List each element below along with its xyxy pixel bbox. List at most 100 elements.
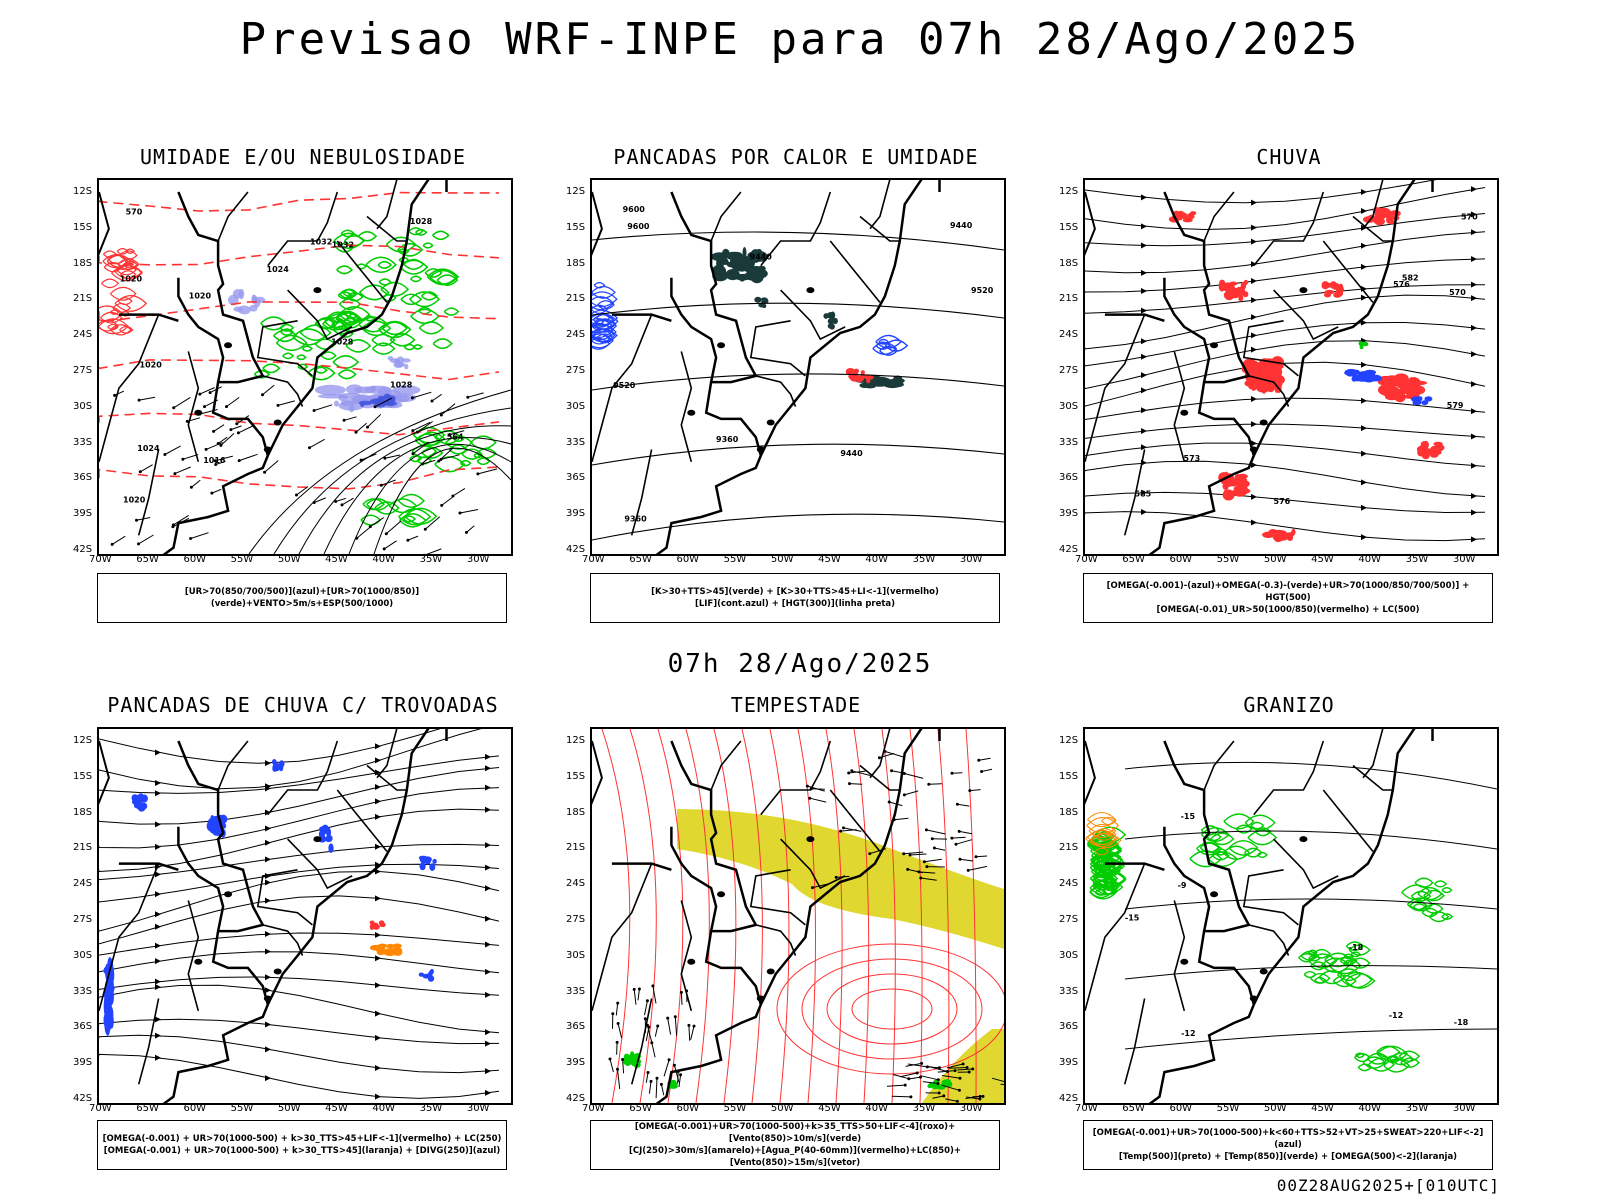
- panel-title: PANCADAS POR CALOR E UMIDADE: [613, 145, 979, 169]
- lon-tick-label: 60W: [676, 554, 700, 565]
- lat-tick-label: 36S: [566, 1021, 586, 1033]
- lat-tick-label: 33S: [1059, 985, 1079, 997]
- lat-tick-label: 42S: [73, 544, 93, 555]
- map-plot: 1020 1016 1020 1024 1020 1024 1028 1028 1032 1032…: [97, 178, 513, 556]
- legend-line: [UR>70(850/700/500)](azul)+[UR>70(1000/8…: [184, 587, 420, 609]
- lon-tick-label: 65W: [136, 1103, 159, 1114]
- contour-label: 579: [1447, 401, 1464, 410]
- contour-label: -15: [1181, 812, 1196, 821]
- lon-tick-label: 65W: [136, 554, 159, 565]
- contour-label: 582: [1402, 274, 1419, 283]
- map-plot: [97, 727, 513, 1105]
- contour-label: 585: [1135, 489, 1152, 498]
- lat-tick-label: 30S: [1059, 400, 1079, 412]
- contour-label: 1016: [203, 456, 226, 465]
- contour-label: 564: [447, 433, 464, 442]
- lon-tick-label: 40W: [372, 1103, 395, 1114]
- lat-tick-label: 18S: [73, 257, 93, 269]
- contour-label: 9600: [623, 205, 646, 214]
- map-plot: 585 582 579 576 576 573 570 570: [1083, 178, 1499, 556]
- lon-tick-label: 55W: [723, 1103, 747, 1114]
- legend-line: [OMEGA(-0.001)+UR>70(1000-500)+k>35_TTS>…: [634, 1122, 956, 1144]
- lat-tick-label: 33S: [566, 436, 586, 448]
- lon-tick-label: 50W: [277, 554, 301, 565]
- run-timestamp: 00Z28AUG2025+[010UTC]: [1276, 1176, 1500, 1195]
- contour-label: -18: [1454, 1018, 1469, 1027]
- contour-label: 9360: [624, 514, 647, 523]
- lat-tick-label: 36S: [566, 472, 586, 484]
- lat-tick-label: 39S: [566, 1057, 586, 1069]
- lat-tick-label: 21S: [566, 842, 586, 854]
- lat-tick-label: 27S: [73, 365, 93, 376]
- panel-legend: [K>30+TTS>45](verde) + [K>30+TTS>45+LI<-…: [590, 573, 1000, 623]
- lon-tick-label: 60W: [183, 554, 207, 565]
- lat-tick-label: 12S: [73, 186, 93, 197]
- lat-tick-label: 24S: [73, 329, 93, 341]
- lat-tick-label: 24S: [1059, 878, 1079, 890]
- lat-tick-label: 36S: [73, 1021, 93, 1033]
- lon-tick-label: 65W: [629, 554, 652, 565]
- contour-label: 1028: [390, 381, 413, 390]
- lon-tick-label: 70W: [582, 1103, 605, 1114]
- lon-tick-label: 70W: [582, 554, 605, 565]
- lat-tick-label: 39S: [73, 1057, 93, 1069]
- lat-tick-label: 39S: [73, 508, 93, 520]
- legend-line: [Temp(500)](preto) + [Temp(850)](verde) …: [1118, 1152, 1458, 1162]
- contour-label: 9360: [716, 435, 739, 444]
- lon-tick-label: 50W: [770, 554, 794, 565]
- lat-tick-label: 30S: [566, 949, 586, 961]
- lon-tick-label: 60W: [1169, 1103, 1193, 1114]
- lat-tick-label: 12S: [566, 735, 586, 746]
- contour-label: 1024: [137, 444, 160, 453]
- lat-tick-label: 27S: [1059, 914, 1079, 925]
- lat-tick-label: 42S: [73, 1093, 93, 1104]
- lat-tick-label: 24S: [566, 878, 586, 890]
- contour-label: 1024: [267, 265, 290, 274]
- lat-tick-label: 27S: [1059, 365, 1079, 376]
- lon-tick-label: 55W: [1216, 1103, 1240, 1114]
- lon-tick-label: 30W: [959, 1103, 983, 1114]
- lon-tick-label: 65W: [1122, 554, 1145, 565]
- lat-tick-label: 15S: [566, 770, 586, 782]
- contour-label: 9440: [950, 221, 973, 230]
- contour-label: 9440: [840, 449, 863, 458]
- lon-tick-label: 35W: [912, 554, 936, 565]
- lat-tick-label: 15S: [73, 221, 93, 233]
- lon-tick-label: 50W: [1263, 554, 1287, 565]
- lon-tick-label: 60W: [1169, 554, 1193, 565]
- lon-tick-label: 55W: [723, 554, 747, 565]
- lat-tick-label: 39S: [1059, 508, 1079, 520]
- lon-tick-label: 35W: [419, 1103, 443, 1114]
- lon-tick-label: 70W: [89, 1103, 112, 1114]
- lat-tick-label: 12S: [566, 186, 586, 197]
- lat-tick-label: 15S: [1059, 770, 1079, 782]
- lat-tick-label: 12S: [1059, 186, 1079, 197]
- lon-tick-label: 30W: [1452, 554, 1476, 565]
- legend-line: [OMEGA(-0.001) + UR>70(1000-500) + k>30_…: [102, 1134, 502, 1144]
- lat-tick-label: 30S: [73, 949, 93, 961]
- lat-tick-label: 27S: [73, 914, 93, 925]
- lat-tick-label: 30S: [566, 400, 586, 412]
- lat-tick-label: 30S: [73, 400, 93, 412]
- valid-time-title: 07h 28/Ago/2025: [667, 649, 933, 679]
- panel-legend: [UR>70(850/700/500)](azul)+[UR>70(1000/8…: [97, 573, 507, 623]
- map-plot: 9600 9600 9520 9440 9520 9440 9440 9360 9360: [590, 178, 1006, 556]
- lat-tick-label: 30S: [1059, 949, 1079, 961]
- lon-tick-label: 35W: [419, 554, 443, 565]
- lat-tick-label: 21S: [1059, 293, 1079, 305]
- lat-tick-label: 33S: [73, 436, 93, 448]
- lat-tick-label: 21S: [73, 842, 93, 854]
- contour-label: 1032: [332, 240, 354, 249]
- lon-tick-label: 70W: [1075, 1103, 1098, 1114]
- lat-tick-label: 12S: [73, 735, 93, 746]
- lat-tick-label: 24S: [73, 878, 93, 890]
- contour-label: -12: [1181, 1029, 1195, 1038]
- lon-tick-label: 65W: [629, 1103, 652, 1114]
- lon-tick-label: 45W: [325, 554, 348, 565]
- lon-tick-label: 35W: [1405, 1103, 1429, 1114]
- lon-tick-label: 60W: [676, 1103, 700, 1114]
- lon-tick-label: 45W: [325, 1103, 348, 1114]
- lon-tick-label: 45W: [1311, 1103, 1334, 1114]
- contour-label: 570: [1449, 288, 1466, 297]
- lon-tick-label: 30W: [466, 1103, 490, 1114]
